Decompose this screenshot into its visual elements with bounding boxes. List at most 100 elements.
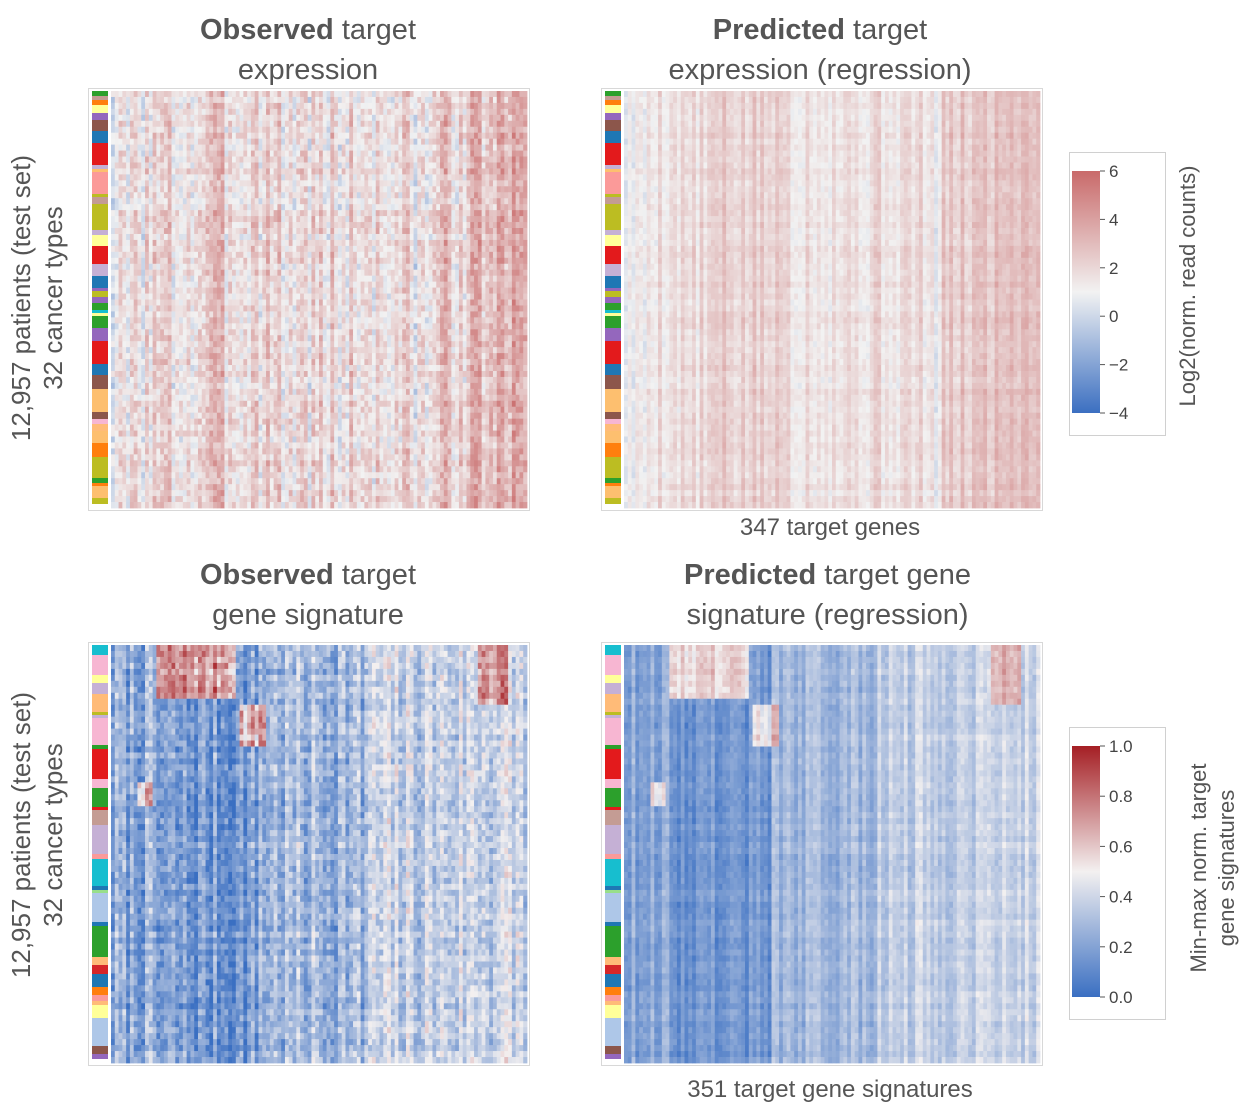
cancer-type-segment: [605, 341, 621, 364]
cancer-type-sidebar: [92, 645, 108, 1059]
cancer-type-segment: [92, 1001, 108, 1005]
colorbar-tick-label: 0.0: [1109, 988, 1133, 1007]
panel-title-predicted-expression: Predicted target expression (regression): [600, 10, 1040, 90]
heatmap-cells: [624, 645, 1041, 1064]
colorbar-expression-label: Log2(norm. read counts): [1174, 136, 1202, 436]
cancer-type-segment: [92, 328, 108, 341]
row1-x-axis-label: 347 target genes: [600, 514, 1060, 542]
colorbar-expression: 6 4 2 0 −2 −4: [1069, 152, 1166, 436]
cancer-type-segment: [605, 1005, 621, 1018]
cancer-type-segment: [92, 683, 108, 694]
colorbar-gradient: [1072, 171, 1100, 413]
cancer-type-segment: [605, 478, 621, 483]
heatmap-predicted-signature-svg: [605, 645, 1041, 1064]
colorbar-tick-label: 0: [1109, 307, 1118, 326]
cancer-type-segment: [92, 498, 108, 504]
cancer-type-segment: [92, 235, 108, 246]
cancer-type-segment: [605, 235, 621, 246]
cancer-type-segment: [92, 1054, 108, 1059]
cancer-type-segment: [92, 96, 108, 100]
cancer-type-segment: [92, 303, 108, 310]
heatmap-cells: [111, 91, 528, 509]
heatmap-predicted-signature: [601, 642, 1043, 1066]
colorbar-tick-label: 0.8: [1109, 787, 1133, 806]
cancer-type-segment: [92, 779, 108, 788]
cancer-type-segment: [92, 974, 108, 987]
cancer-type-segment: [92, 341, 108, 364]
heatmap-observed-signature-svg: [92, 645, 528, 1064]
colorbar-tick-label: 0.2: [1109, 938, 1133, 957]
cancer-type-segment: [92, 893, 108, 922]
colorbar-tick-label: 6: [1109, 162, 1118, 181]
cancer-type-segment: [605, 926, 621, 957]
cancer-type-segment: [605, 655, 621, 675]
cancer-type-segment: [605, 194, 621, 197]
cancer-type-segment: [92, 100, 108, 105]
cancer-type-segment: [605, 105, 621, 113]
cancer-type-sidebar: [605, 645, 621, 1059]
cancer-type-segment: [605, 749, 621, 779]
cancer-type-segment: [92, 412, 108, 419]
cancer-type-segment: [605, 297, 621, 303]
heatmap-observed-expression-svg: [92, 91, 528, 509]
cancer-type-segment: [605, 893, 621, 922]
cancer-type-segment: [92, 419, 108, 424]
cancer-type-segment: [605, 490, 621, 498]
row1-y-axis-label: 12,957 patients (test set) 32 cancer type…: [5, 118, 75, 478]
colorbar-tick-label: −2: [1109, 356, 1128, 375]
row2-y-axis-label: 12,957 patients (test set) 32 cancer type…: [5, 655, 75, 1015]
cancer-type-segment: [92, 113, 108, 120]
cancer-type-segment: [92, 194, 108, 197]
cancer-type-segment: [92, 486, 108, 490]
cancer-type-segment: [605, 810, 621, 825]
cancer-type-segment: [605, 825, 621, 854]
cancer-type-segment: [605, 120, 621, 131]
cancer-type-segment: [92, 105, 108, 113]
cancer-type-segment: [605, 718, 621, 745]
cancer-type-segment: [605, 91, 621, 96]
colorbar-tick-label: 4: [1109, 210, 1118, 229]
cancer-type-segment: [605, 694, 621, 712]
cancer-type-sidebar: [605, 91, 621, 504]
cancer-type-segment: [92, 443, 108, 457]
cancer-type-segment: [92, 131, 108, 143]
cancer-type-segment: [605, 131, 621, 143]
cancer-type-segment: [605, 645, 621, 655]
cancer-type-segment: [605, 143, 621, 165]
cancer-type-segment: [92, 490, 108, 498]
cancer-type-segment: [605, 288, 621, 291]
cancer-type-segment: [92, 313, 108, 316]
cancer-type-segment: [605, 389, 621, 412]
cancer-type-segment: [92, 424, 108, 431]
cancer-type-segment: [605, 483, 621, 486]
cancer-type-segment: [92, 389, 108, 412]
cancer-type-segment: [92, 810, 108, 825]
cancer-type-sidebar: [92, 91, 108, 504]
cancer-type-segment: [605, 230, 621, 235]
colorbar-tick-label: −4: [1109, 404, 1128, 423]
cancer-type-segment: [92, 165, 108, 169]
cancer-type-segment: [92, 91, 108, 96]
cancer-type-segment: [605, 498, 621, 504]
cancer-type-segment: [605, 1001, 621, 1005]
heatmap-observed-expression: [88, 88, 530, 511]
cancer-type-segment: [605, 457, 621, 478]
cancer-type-segment: [605, 328, 621, 341]
cancer-type-segment: [92, 200, 108, 204]
heatmap-predicted-expression-svg: [605, 91, 1041, 509]
cancer-type-segment: [92, 457, 108, 478]
colorbar-tick-label: 0.6: [1109, 837, 1133, 856]
cancer-type-segment: [92, 120, 108, 131]
cancer-type-segment: [605, 486, 621, 490]
cancer-type-segment: [92, 854, 108, 859]
cancer-type-segment: [92, 859, 108, 886]
cancer-type-segment: [605, 922, 621, 926]
cancer-type-segment: [605, 675, 621, 683]
cancer-type-segment: [605, 316, 621, 328]
cancer-type-segment: [605, 246, 621, 258]
cancer-type-segment: [605, 258, 621, 264]
cancer-type-segment: [605, 431, 621, 443]
cancer-type-segment: [605, 412, 621, 419]
cancer-type-segment: [605, 96, 621, 100]
cancer-type-segment: [605, 197, 621, 200]
